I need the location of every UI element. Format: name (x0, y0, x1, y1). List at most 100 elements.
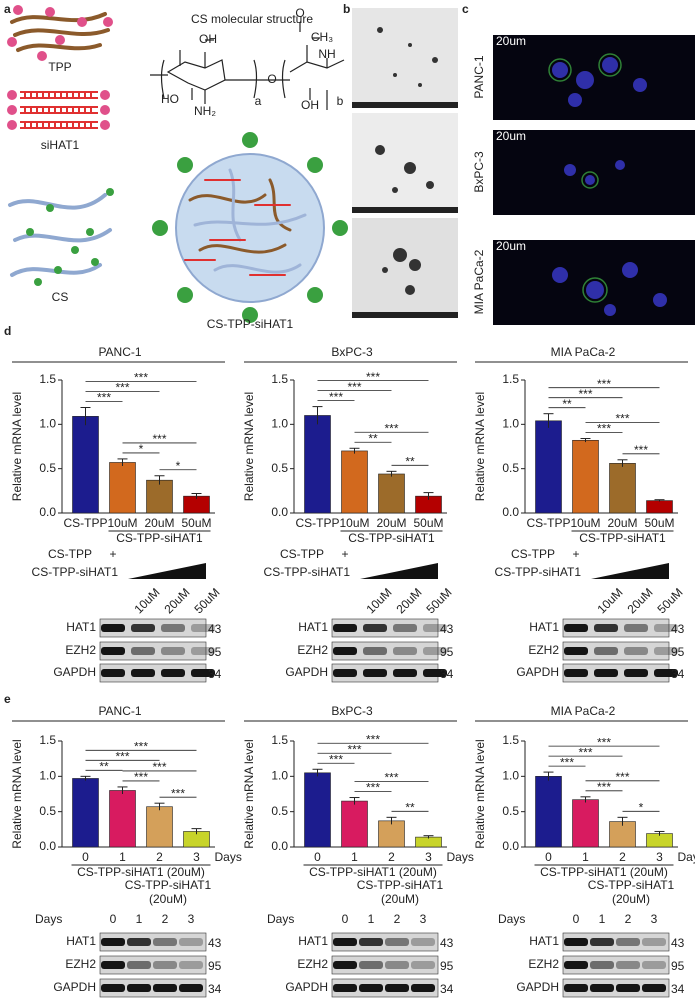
scale-label: 20um (496, 129, 526, 143)
band-label: EZH2 (65, 957, 96, 971)
blot-band (385, 984, 409, 992)
blot-band (564, 984, 588, 992)
significance-label: *** (115, 750, 129, 764)
blot-band (616, 984, 640, 992)
blot-band (127, 938, 151, 946)
blot-band (385, 938, 409, 946)
structure-label: b (337, 94, 344, 108)
significance-label: ** (405, 800, 415, 814)
bar (379, 821, 405, 847)
blot-band (393, 624, 417, 632)
dose-label: (20uM) (149, 892, 187, 906)
band-size: 95 (440, 959, 454, 973)
y-axis-label: Relative mRNA level (10, 739, 24, 848)
x-tick-label: CS-TPP (295, 516, 339, 530)
structure-label: O (295, 6, 304, 20)
x-tick-label: 20uM (376, 516, 406, 530)
x-tick-label: 0 (82, 850, 89, 864)
blot-band (179, 984, 203, 992)
cell-line-label: PANC-1 (472, 55, 486, 98)
blot-band (642, 984, 666, 992)
significance-label: *** (134, 740, 148, 754)
lane-label: 20uM (624, 585, 655, 616)
treatment-label: CS-TPP-siHAT1 (495, 565, 582, 579)
band-label: HAT1 (298, 934, 328, 948)
bar (647, 501, 673, 513)
x-tick-label: 1 (351, 850, 358, 864)
structure-label: OH (199, 32, 217, 46)
bar (610, 463, 636, 513)
significance-label: *** (366, 781, 380, 795)
significance-label: ** (405, 454, 415, 468)
x-tick-label: 2 (388, 850, 395, 864)
cell-line-label: BxPC-3 (472, 151, 486, 193)
bar (110, 462, 136, 513)
bar (305, 773, 331, 847)
blot-band (131, 669, 155, 677)
y-axis-label: Relative mRNA level (10, 392, 24, 501)
band-size: 43 (208, 936, 222, 950)
x-tick-label: 10uM (107, 516, 137, 530)
bar (573, 440, 599, 513)
band-label: HAT1 (298, 620, 328, 634)
significance-label: *** (134, 371, 148, 385)
cell-line-label: MIA PaCa-2 (472, 249, 486, 314)
significance-label: *** (134, 770, 148, 784)
y-tick-label: 0.0 (39, 505, 56, 519)
bar (147, 807, 173, 847)
lane-label: 50uM (191, 585, 222, 616)
y-tick-label: 0.0 (271, 839, 288, 853)
treatment-label: CS-TPP-siHAT1 (357, 878, 444, 892)
treatment-label: CS-TPP-siHAT1 (588, 878, 675, 892)
panel-label: a (4, 2, 11, 16)
significance-label: *** (97, 391, 111, 405)
blot-band (127, 984, 151, 992)
significance-label: *** (615, 412, 629, 426)
significance-label: * (639, 800, 644, 814)
significance-label: ** (368, 431, 378, 445)
y-tick-label: 1.0 (271, 417, 288, 431)
lane-title: Days (498, 912, 525, 926)
blot-band (333, 984, 357, 992)
x-tick-label: 3 (193, 850, 200, 864)
band-size: 95 (208, 645, 222, 659)
blot-band (564, 624, 588, 632)
y-tick-label: 1.0 (502, 417, 519, 431)
structure-label: a (255, 94, 262, 108)
y-tick-label: 1.0 (39, 417, 56, 431)
chart-title: MIA PaCa-2 (551, 704, 616, 718)
chart-title: PANC-1 (98, 704, 141, 718)
bar (73, 416, 99, 513)
significance-label: *** (597, 735, 611, 749)
lane-label: 20uM (393, 585, 424, 616)
blot-band (153, 961, 177, 969)
blot-band (590, 938, 614, 946)
y-tick-label: 0.0 (502, 839, 519, 853)
y-tick-label: 1.0 (39, 769, 56, 783)
band-size: 34 (208, 982, 222, 996)
significance-label: *** (560, 755, 574, 769)
band-label: GAPDH (53, 665, 96, 679)
lane-label: 3 (188, 912, 195, 926)
band-label: GAPDH (53, 980, 96, 994)
control-mark: + (341, 547, 348, 561)
band-size: 43 (671, 622, 685, 636)
panel-label: b (343, 2, 350, 16)
structure-label: NH₂ (194, 104, 216, 118)
bar (342, 801, 368, 847)
blot-band (363, 624, 387, 632)
dose-label: (20uM) (381, 892, 419, 906)
band-label: HAT1 (66, 620, 96, 634)
blot-band (333, 938, 357, 946)
significance-label: *** (152, 432, 166, 446)
sihat1-label: siHAT1 (41, 138, 80, 152)
band-size: 95 (671, 645, 685, 659)
x-tick-label: 20uM (144, 516, 174, 530)
significance-label: *** (366, 370, 380, 384)
blot-band (564, 647, 588, 655)
blot-band (101, 938, 125, 946)
x-tick-label: 50uM (181, 516, 211, 530)
lane-label: 1 (136, 912, 143, 926)
y-axis-label: Relative mRNA level (473, 392, 487, 501)
